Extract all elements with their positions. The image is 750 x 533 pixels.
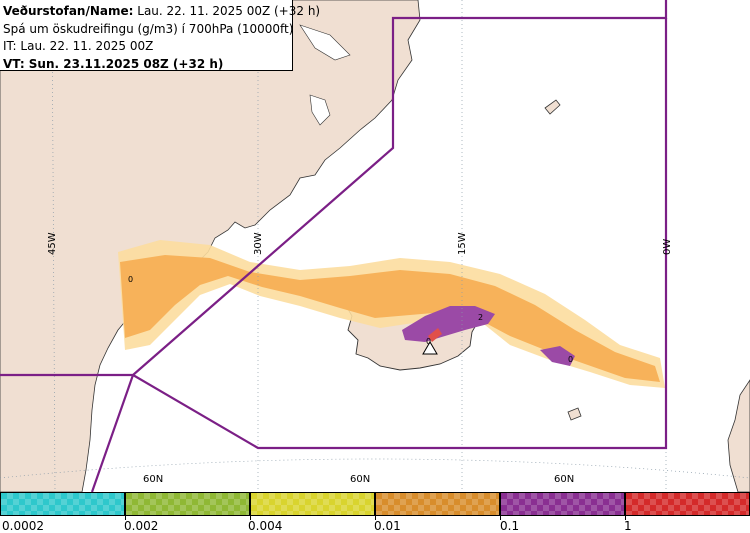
- greenland-fjord: [309, 94, 331, 126]
- contour-label: 2: [478, 313, 483, 322]
- legend-swatch: [125, 492, 250, 516]
- latitude-label: 60N: [554, 474, 574, 485]
- legend-tick-label: 1: [624, 519, 632, 533]
- issue-time: Lau. 22. 11. 2025 00Z (+32 h): [137, 4, 321, 18]
- legend-tick-label: 0.002: [124, 519, 159, 533]
- legend-tick-label: 0.004: [248, 519, 283, 533]
- latitude-label: 60N: [350, 474, 370, 485]
- faroe-islands: [567, 407, 582, 421]
- issuer-name: Veðurstofan/Name:: [3, 4, 134, 18]
- legend-tick: [375, 516, 376, 520]
- fir-boundary: [0, 0, 668, 492]
- legend-swatch: [375, 492, 500, 516]
- contour-label: 0: [568, 355, 573, 364]
- longitude-label: 45W: [47, 232, 58, 255]
- forecast-description: Spá um öskudreifingu (g/m3) í 700hPa (10…: [3, 21, 294, 36]
- volcano-marker-icon: [422, 341, 438, 355]
- initial-time: IT: Lau. 22. 11. 2025 00Z: [3, 39, 154, 53]
- contour-label: 0: [426, 337, 431, 346]
- latitude-label: 60N: [143, 474, 163, 485]
- legend-tick: [250, 516, 251, 520]
- jan-mayen-island: [544, 99, 561, 115]
- concentration-legend: 0.0002 0.002 0.004 0.01 0.1 1: [0, 492, 750, 533]
- ash-plume-peak: [428, 328, 442, 342]
- norway-coast: [727, 379, 750, 492]
- contour-label: 0: [128, 275, 133, 284]
- ash-dispersion-map: 45W 30W 15W 0W 60N 60N 60N 0 0 0 2: [0, 0, 750, 492]
- legend-swatch: [625, 492, 750, 516]
- greenland-fjord: [299, 24, 351, 61]
- legend-tick-label: 0.01: [374, 519, 401, 533]
- legend-tick-label: 0.1: [500, 519, 520, 533]
- legend-tick-label: 0.0002: [2, 519, 44, 533]
- legend-swatch: [0, 492, 125, 516]
- legend-swatch: [250, 492, 375, 516]
- legend-swatch: [500, 492, 625, 516]
- legend-tick: [625, 516, 626, 520]
- valid-time: VT: Sun. 23.11.2025 08Z (+32 h): [3, 56, 224, 71]
- legend-tick: [500, 516, 501, 520]
- legend-tick: [125, 516, 126, 520]
- ash-plume-high: [540, 346, 575, 366]
- ash-plume-main: [120, 255, 660, 382]
- longitude-label: 30W: [253, 232, 264, 255]
- ash-plume-high: [402, 306, 495, 342]
- longitude-label: 0W: [662, 239, 673, 255]
- longitude-label: 15W: [457, 232, 468, 255]
- forecast-info-box: Veðurstofan/Name: Lau. 22. 11. 2025 00Z …: [0, 0, 320, 71]
- issuer-line: Veðurstofan/Name: Lau. 22. 11. 2025 00Z …: [3, 3, 320, 21]
